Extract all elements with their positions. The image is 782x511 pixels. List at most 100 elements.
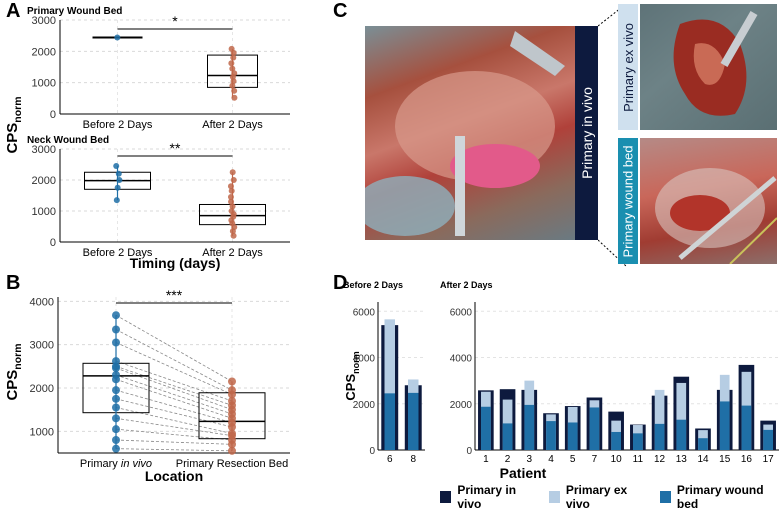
d-xtick-label: 16: [741, 454, 753, 465]
b-data-point: [228, 440, 236, 449]
d-group1-ytick-label: 4000: [450, 354, 473, 365]
a-bottom-ytick-label: 0: [50, 237, 56, 249]
a-top-data-point: [231, 94, 238, 101]
a-bottom-data-point: [230, 177, 237, 183]
label-primary-wound-bed: Primary wound bed: [618, 138, 638, 264]
b-pair-line: [115, 439, 233, 445]
a-top-data-point: [114, 34, 121, 41]
d-xtick-label: 1: [483, 454, 489, 465]
a-bottom-data-point: [227, 194, 234, 201]
b-ytick-label: 1000: [30, 426, 54, 438]
b-xlabel: Location: [145, 468, 203, 484]
a-top-xtick-label: Before 2 Days: [83, 119, 153, 131]
a-bottom-data-point: [116, 177, 123, 183]
d-group0-ytick-label: 0: [369, 446, 375, 457]
d-group0-ytick-label: 4000: [353, 354, 376, 365]
a-top-data-point: [229, 65, 236, 72]
d-bar-primary-wound-bed: [481, 406, 491, 450]
a-bottom-data-point: [228, 208, 235, 214]
d-bar-primary-wound-bed: [633, 433, 643, 450]
a-bottom-data-point: [228, 198, 235, 205]
b-xtick-label: Primary in vivo: [80, 458, 152, 470]
d-xtick-label: 12: [654, 454, 666, 465]
d-xtick-label: 15: [719, 454, 731, 465]
d-bar-primary-wound-bed: [502, 423, 513, 450]
d-group1-ytick-label: 6000: [450, 307, 473, 318]
d-bar-primary-wound-bed: [589, 407, 600, 450]
b-pair-line: [115, 378, 233, 419]
d-group0-ytick-label: 6000: [353, 307, 376, 318]
d-xlabel: Patient: [500, 465, 547, 481]
photo-detail-in-vivo: [365, 31, 565, 236]
panel-label-d: D: [333, 272, 348, 294]
b-data-point: [112, 375, 120, 384]
a-bottom-ytick-label: 1000: [32, 206, 56, 218]
legend-item-ex-vivo: Primary ex vivo: [548, 483, 650, 511]
panel-label-b: B: [6, 272, 21, 294]
legend-swatch-wound-bed: [659, 491, 671, 503]
b-data-point: [112, 403, 120, 412]
d-ylabel: CPSnorm: [343, 351, 361, 400]
b-data-point: [112, 414, 120, 423]
legend-swatch-in-vivo: [440, 491, 452, 503]
a-top-data-point: [229, 82, 236, 89]
b-data-point: [228, 377, 236, 386]
d-xtick-label: 3: [527, 454, 533, 465]
panel-label-c: C: [333, 0, 348, 22]
b-data-point: [112, 364, 120, 373]
photo-detail-ex-vivo: [673, 11, 758, 116]
legend-label-wound-bed: Primary wound bed: [676, 483, 764, 511]
a-top-data-point: [231, 87, 238, 94]
box-plot-panel-b: 1000 2000 3000 4000 Primary in vivo Primary R…: [4, 287, 290, 484]
bar-chart-panel-d: 0 2000 4000 6000 Before 2 Days 6 8 0 2000 4000 600…: [343, 280, 779, 481]
a-bottom-xtick-label: Before 2 Days: [83, 247, 153, 259]
a-top-data-point: [230, 54, 237, 61]
b-data-point: [112, 444, 120, 453]
a-top-significance-label: *: [172, 13, 178, 29]
a-bottom-data-point: [228, 187, 235, 194]
d-bar-primary-wound-bed: [698, 438, 708, 450]
b-pair-line: [115, 407, 233, 434]
b-data-point: [112, 386, 120, 395]
d-xtick-label: 17: [763, 454, 775, 465]
legend-item-in-vivo: Primary in vivo: [440, 483, 539, 511]
b-pair-line: [115, 448, 233, 452]
label-primary-ex-vivo: Primary ex vivo: [618, 4, 638, 130]
a-top-data-point: [228, 45, 235, 52]
a-top-ytick-label: 0: [50, 109, 56, 121]
a-bottom-data-point: [230, 232, 237, 239]
a-bottom-data-point: [113, 163, 120, 170]
a-top-title: Primary Wound Bed: [27, 6, 122, 17]
a-xlabel: Timing (days): [130, 255, 221, 271]
b-data-point: [228, 390, 236, 399]
a-bottom-ytick-label: 2000: [32, 175, 56, 187]
d-group1-ytick-label: 2000: [450, 400, 473, 411]
b-pair-line: [115, 329, 233, 391]
a-bottom-ytick-label: 3000: [32, 144, 56, 156]
a-top-ytick-label: 3000: [32, 15, 56, 27]
surgical-photo-wound-bed: [640, 138, 777, 264]
box-plots-panel-a: 0 1000 2000 3000 Before 2 Days After 2 Days * P…: [4, 6, 290, 271]
d-bar-primary-wound-bed: [611, 431, 621, 450]
b-data-point: [228, 423, 236, 431]
d-xtick-label: 6: [387, 454, 393, 465]
d-bar-primary-wound-bed: [763, 429, 773, 450]
d-xtick-label: 7: [592, 454, 598, 465]
b-ytick-label: 4000: [30, 296, 54, 308]
a-top-xtick-label: After 2 Days: [202, 119, 263, 131]
b-pair-line: [115, 417, 233, 437]
d-xtick-label: 11: [633, 454, 644, 465]
b-data-point: [228, 446, 236, 455]
d-xtick-label: 10: [611, 454, 623, 465]
b-data-point: [112, 325, 120, 334]
d-bar-primary-wound-bed: [654, 423, 665, 450]
d-bar-primary-wound-bed: [741, 405, 752, 450]
d-bar-primary-wound-bed: [719, 401, 730, 450]
d-group0-title: Before 2 Days: [343, 280, 403, 290]
b-pair-line: [115, 365, 233, 406]
b-ylabel: CPSnorm: [4, 343, 24, 400]
b-data-point: [112, 311, 120, 320]
b-pair-line: [115, 374, 233, 415]
d-group1-title: After 2 Days: [440, 280, 493, 290]
a-bottom-data-point: [229, 169, 236, 176]
